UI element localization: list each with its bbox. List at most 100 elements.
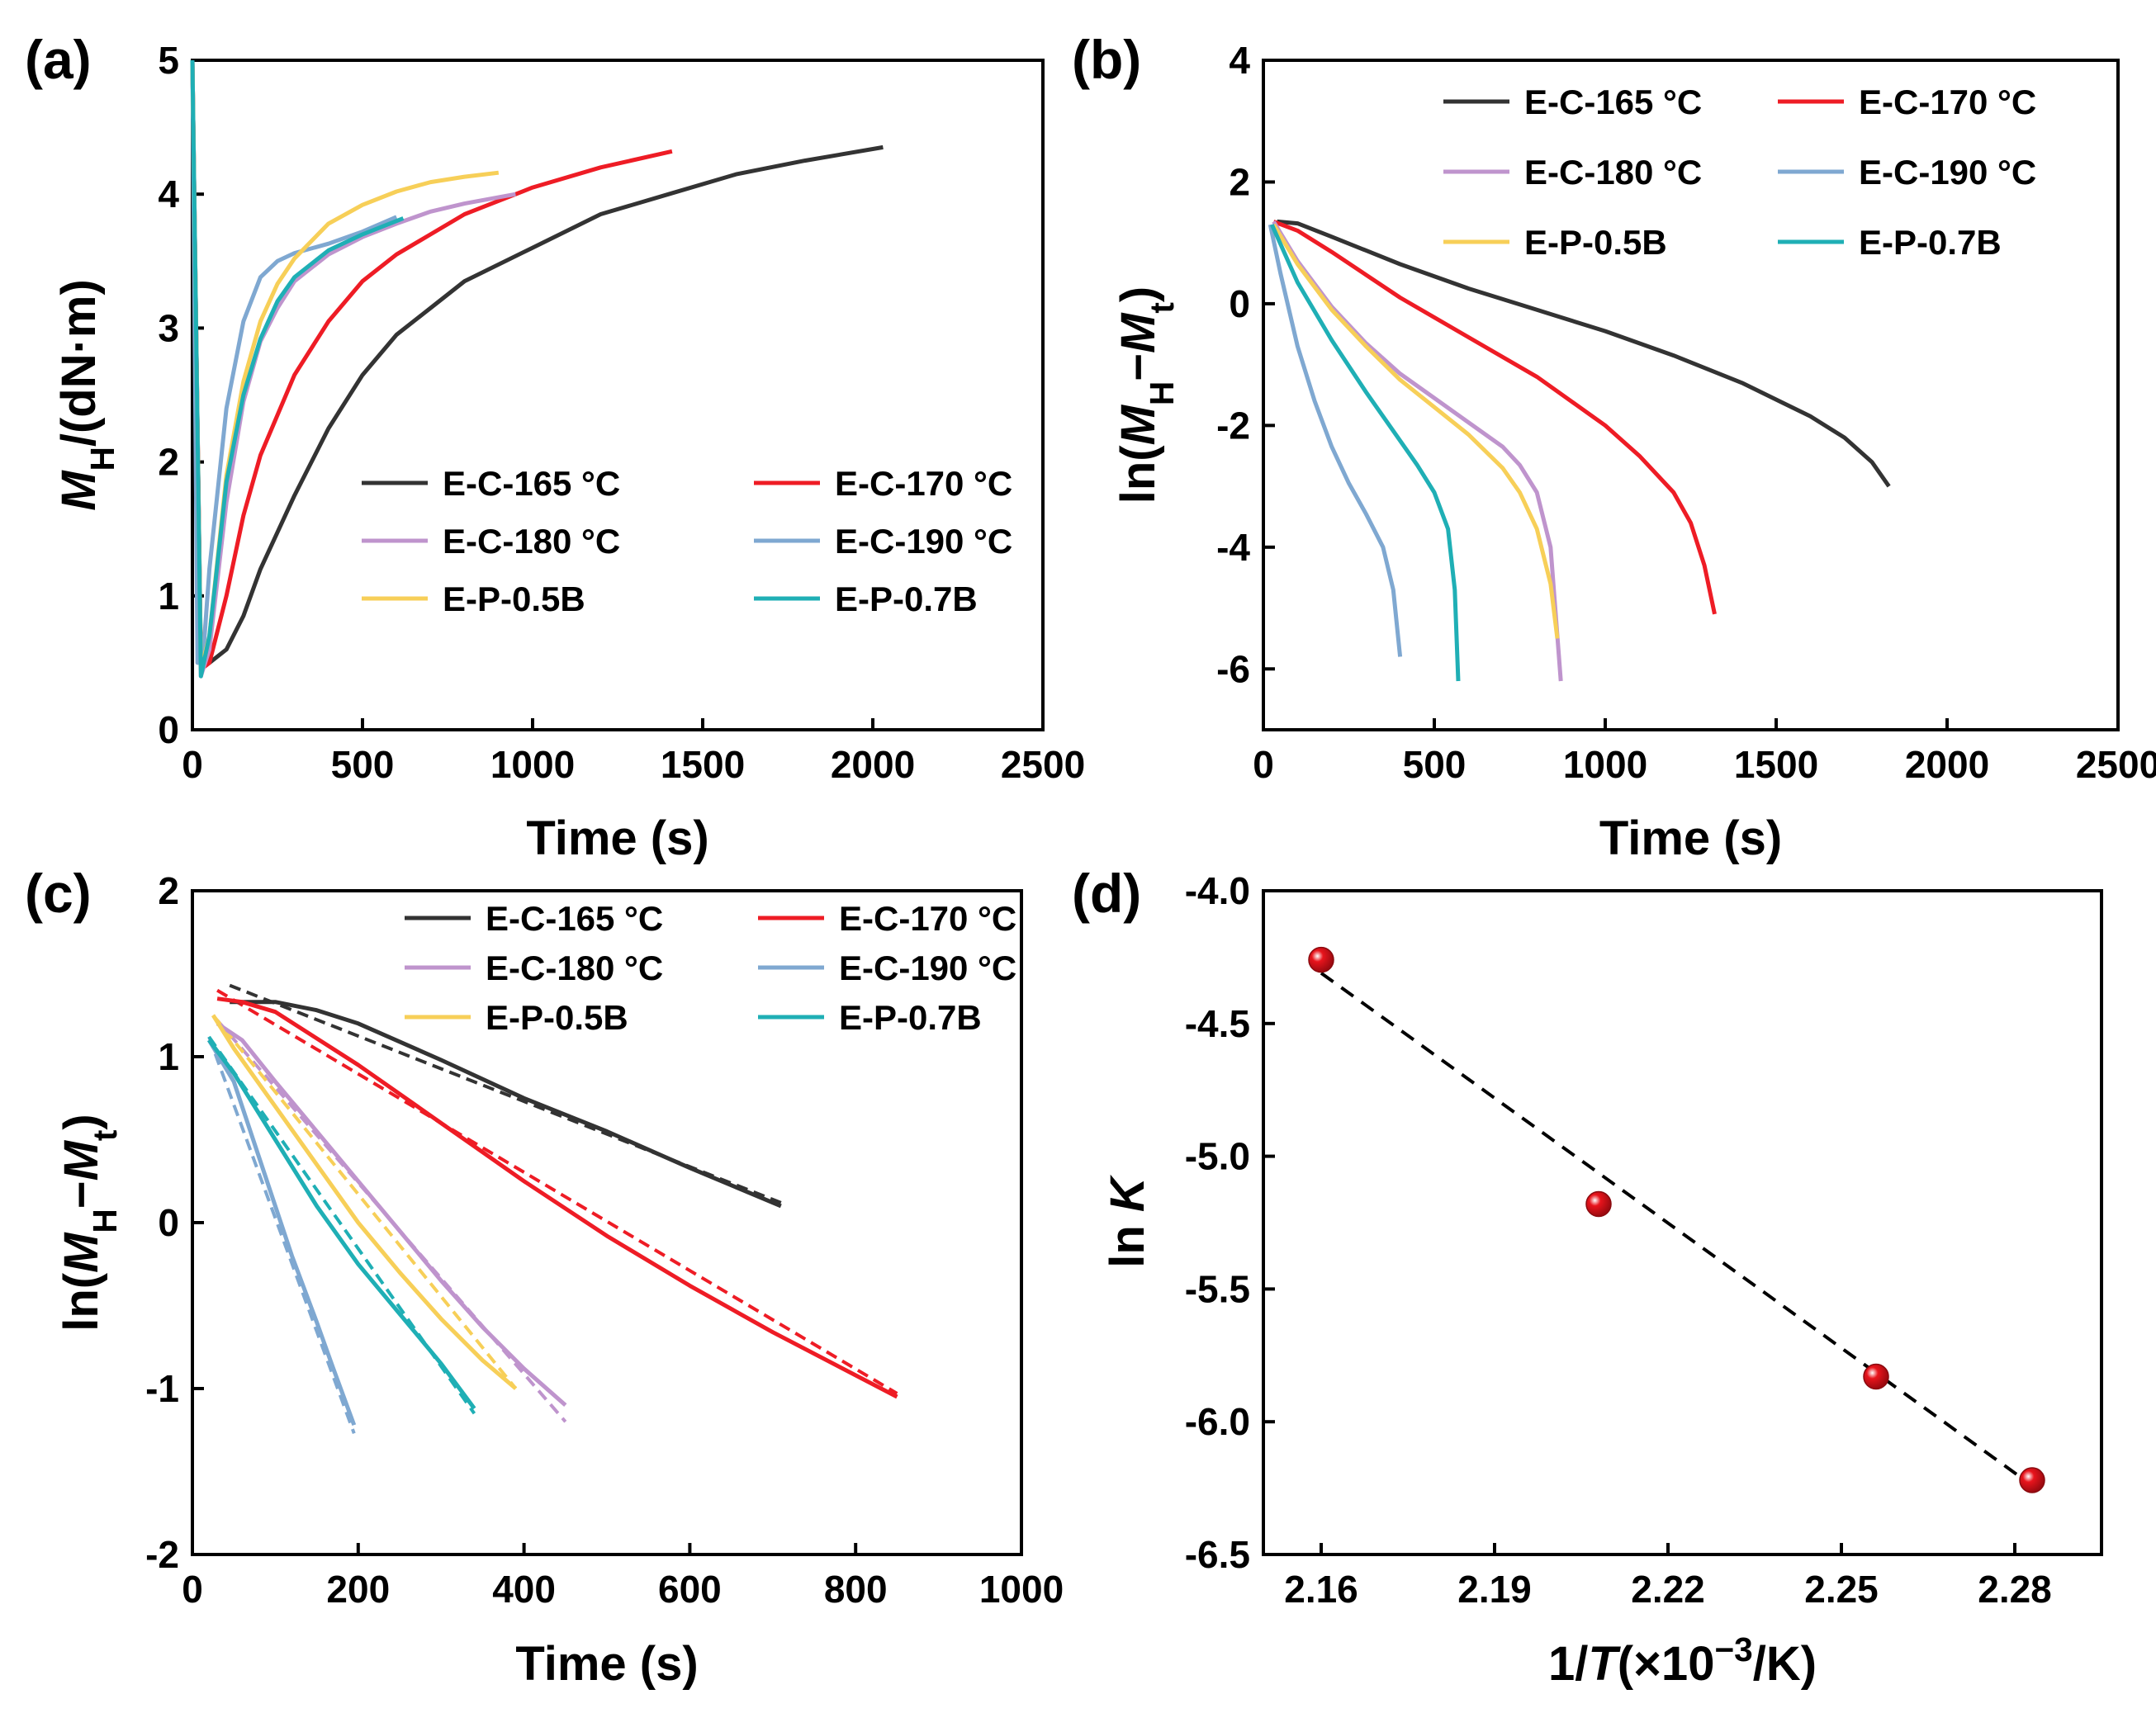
legend-label-e-c-180-c: E-C-180 °C [486, 949, 663, 987]
y-tick-label: 1 [158, 1035, 179, 1078]
series-line-e-c-165-c [230, 1000, 782, 1209]
y-tick-label: -2 [1216, 404, 1250, 447]
y-tick-label: -6.0 [1185, 1400, 1250, 1443]
y-axis-title: ln(MH−Mt) [54, 1114, 124, 1332]
x-axis-title: Time (s) [526, 812, 708, 865]
x-tick-label: 0 [182, 743, 203, 786]
legend-label-e-c-165-c: E-C-165 °C [1524, 83, 1702, 121]
panel-letter: (a) [25, 29, 92, 90]
x-axis-title: 1/T(×10−3/K) [1548, 1630, 1817, 1691]
plot-frame [1262, 59, 2120, 731]
y-tick-label: -4.5 [1185, 1002, 1250, 1045]
y-tick-label: 0 [158, 1201, 179, 1244]
fit-line-e-c-170-c [216, 988, 898, 1395]
panel-a: 0 500 1000 1500 2000 2500 0 1 2 3 4 5 (a) Time (s) MH/… [25, 29, 1085, 865]
series-line-e-c-165-c [1277, 219, 1891, 488]
legend-label-e-c-165-c: E-C-165 °C [486, 899, 663, 938]
x-tick-label: 1500 [661, 743, 745, 786]
y-tick-label: 1 [158, 575, 179, 618]
y-tick-label: -6.5 [1185, 1533, 1250, 1576]
y-tick-label: 0 [1229, 282, 1250, 325]
legend-label-e-c-180-c: E-C-180 °C [443, 522, 620, 561]
x-tick-label: 0 [1253, 743, 1274, 786]
x-tick-label: 1500 [1734, 743, 1818, 786]
legend-label-e-c-165-c: E-C-165 °C [443, 464, 620, 503]
plot-frame [191, 59, 1045, 731]
series-line-e-c-170-c [216, 996, 898, 1399]
x-tick-label: 2.22 [1631, 1568, 1705, 1611]
series-line-e-c-190-c [190, 59, 398, 665]
series-line-e-p-0-5b [190, 59, 500, 672]
series-line-e-p-0-7b [190, 59, 405, 679]
y-tick-label: 4 [1229, 39, 1250, 82]
legend-label-e-p-0-5b: E-P-0.5B [1524, 223, 1667, 262]
legend-label-e-c-180-c: E-C-180 °C [1524, 153, 1702, 192]
y-tick-label: -4.0 [1185, 869, 1250, 912]
series-line-e-p-0-5b [211, 1014, 518, 1390]
series-line-e-c-180-c [216, 1021, 567, 1407]
data-point [1585, 1190, 1612, 1218]
panel-d: 2.16 2.19 2.22 2.25 2.28 -6.5 -6.0 -5.5 -5.0 -4.5… [1072, 863, 2103, 1691]
x-tick-label: 2500 [2076, 743, 2156, 786]
x-tick-label: 2.16 [1284, 1568, 1358, 1611]
plot-frame [191, 889, 1023, 1556]
series-line-e-p-0-5b [1272, 223, 1560, 639]
x-tick-label: 2.19 [1457, 1568, 1532, 1611]
legend-label-e-p-0-7b: E-P-0.7B [1859, 223, 2002, 262]
y-tick-label: 4 [158, 173, 179, 215]
series-line-e-c-170-c [1272, 220, 1717, 615]
data-point [1308, 946, 1334, 973]
x-tick-label: 2000 [1905, 743, 1989, 786]
y-tick-label: -5.0 [1185, 1135, 1250, 1178]
plot-frame [1262, 889, 2103, 1556]
x-tick-label: 2.28 [1978, 1568, 2052, 1611]
y-tick-label: -2 [145, 1533, 179, 1576]
x-tick-label: 0 [182, 1568, 203, 1611]
y-axis-title: ln K [1101, 1174, 1154, 1268]
x-axis-title: Time (s) [1599, 812, 1782, 865]
x-tick-label: 1000 [490, 743, 575, 786]
legend-label-e-c-190-c: E-C-190 °C [839, 949, 1016, 987]
panel-b: 0 500 1000 1500 2000 2500 -6 -4 -2 0 2 4 (b) Time (s)… [1072, 29, 2156, 865]
series-line-e-c-170-c [190, 59, 673, 672]
y-axis-title: MH/(dN·m) [52, 279, 121, 511]
x-tick-label: 2500 [1001, 743, 1085, 786]
fit-line [1320, 972, 2034, 1488]
y-tick-label: 2 [158, 869, 179, 912]
x-tick-label: 500 [1403, 743, 1467, 786]
x-tick-label: 500 [331, 743, 395, 786]
legend-label-e-c-170-c: E-C-170 °C [1859, 83, 2036, 121]
series-line-e-p-0-7b [207, 1039, 476, 1410]
x-axis-title: Time (s) [515, 1637, 698, 1691]
panel-letter: (b) [1072, 29, 1141, 90]
x-tick-label: 2.25 [1804, 1568, 1879, 1611]
x-tick-label: 1000 [979, 1568, 1064, 1611]
legend-label-e-c-190-c: E-C-190 °C [835, 522, 1012, 561]
x-tick-label: 200 [326, 1568, 390, 1611]
y-tick-label: 5 [158, 39, 179, 82]
legend-label-e-c-170-c: E-C-170 °C [835, 464, 1012, 503]
y-tick-label: 3 [158, 306, 179, 349]
legend-label-e-p-0-7b: E-P-0.7B [835, 580, 978, 618]
x-tick-label: 600 [658, 1568, 722, 1611]
series-line-e-c-165-c [190, 59, 884, 665]
series-line-e-c-190-c [1268, 224, 1403, 657]
data-point [1863, 1363, 1889, 1390]
y-axis-title: ln(MH−Mt) [1111, 286, 1181, 504]
x-tick-label: 800 [824, 1568, 888, 1611]
series-line-e-p-0-7b [1270, 224, 1461, 682]
y-tick-label: 2 [1229, 160, 1250, 203]
legend-label-e-c-190-c: E-C-190 °C [1859, 153, 2036, 192]
legend-label-e-p-0-7b: E-P-0.7B [839, 998, 982, 1037]
panel-letter: (d) [1072, 863, 1141, 924]
legend-label-e-p-0-5b: E-P-0.5B [443, 580, 585, 618]
series-line-e-c-190-c [206, 1039, 357, 1427]
panel-c: 0 200 400 600 800 1000 -2 -1 0 1 2 (c) Time (s) ln(MH… [25, 863, 1064, 1691]
x-tick-label: 2000 [831, 743, 915, 786]
legend-label-e-c-170-c: E-C-170 °C [839, 899, 1016, 938]
panel-letter: (c) [25, 863, 92, 924]
y-tick-label: 0 [158, 708, 179, 751]
fit-line-e-c-190-c [207, 1036, 356, 1434]
x-tick-label: 1000 [1563, 743, 1647, 786]
